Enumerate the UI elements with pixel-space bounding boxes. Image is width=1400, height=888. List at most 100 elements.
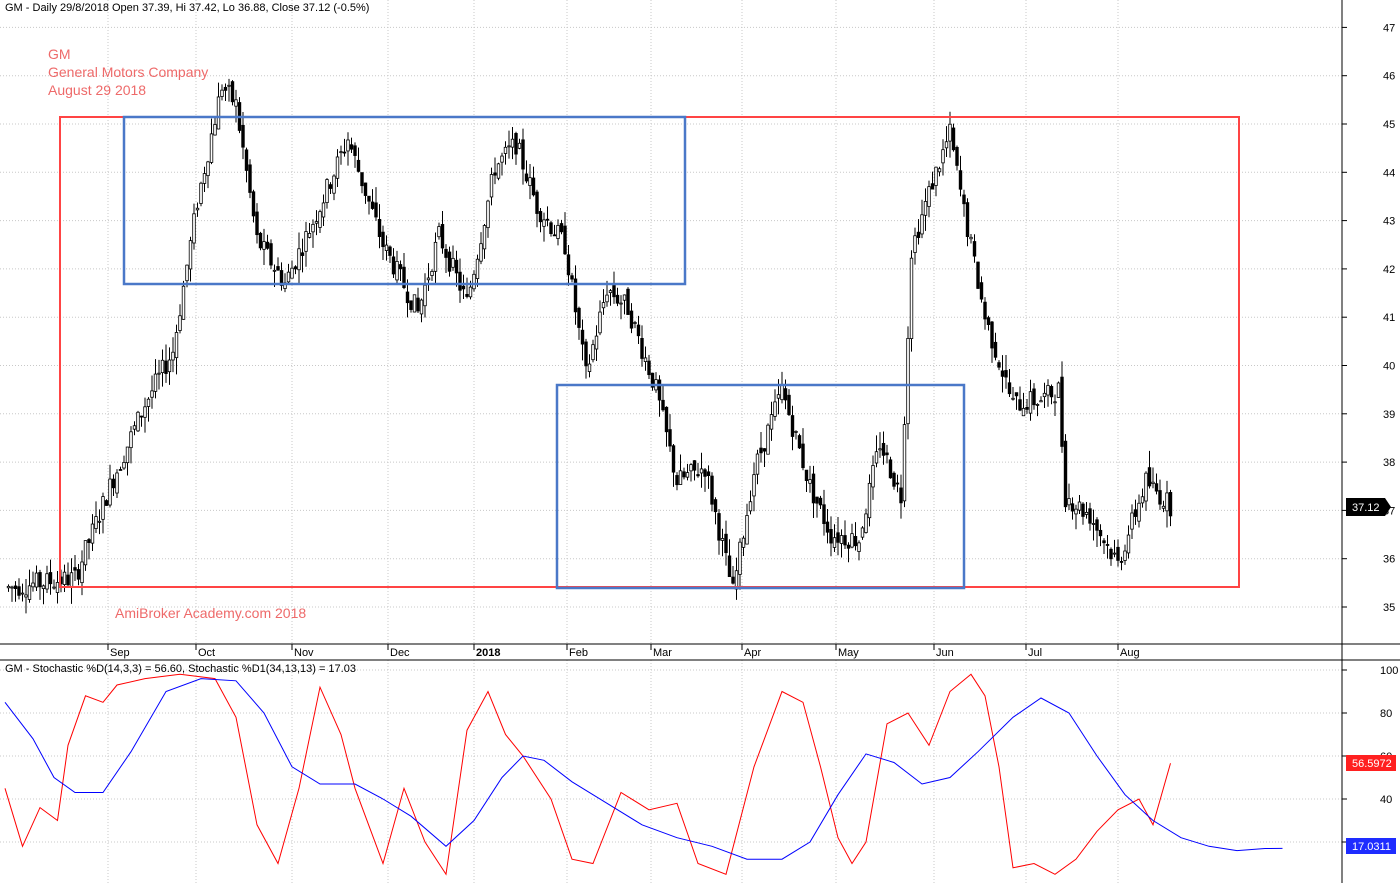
candle-body-up	[412, 294, 417, 313]
candle-body-up	[160, 359, 165, 374]
annotation-boxes	[59, 115, 1240, 590]
candle	[979, 276, 984, 303]
candle	[342, 138, 347, 157]
candle-body-down	[1000, 370, 1005, 377]
candle-body-up	[605, 294, 609, 303]
candle-body-up	[202, 173, 207, 184]
date-label: August 29 2018	[48, 82, 146, 98]
candle	[398, 260, 403, 282]
candle	[1091, 509, 1096, 541]
candle-body-up	[1112, 552, 1117, 555]
candle	[269, 239, 273, 270]
candle	[545, 206, 550, 227]
candle-body-up	[1046, 385, 1050, 396]
candle-body-down	[104, 500, 109, 506]
candle	[1046, 379, 1050, 407]
svg-text:GM - Stochastic %D(14,3,3) = 5: GM - Stochastic %D(14,3,3) = 56.60, Stoc…	[5, 663, 356, 675]
candle-body-up	[776, 394, 781, 399]
candle	[629, 303, 634, 334]
candle	[451, 245, 455, 271]
candle-body-up	[41, 585, 46, 589]
candle	[818, 495, 823, 510]
candle	[423, 273, 427, 318]
candle-body-up	[311, 223, 315, 233]
candle-body-down	[997, 362, 1001, 368]
candle	[475, 254, 480, 287]
candle-body-down	[381, 231, 385, 248]
stochastic-header: GM - Stochastic %D(14,3,3) = 56.60, Stoc…	[5, 663, 356, 675]
candle	[1021, 392, 1026, 417]
candle	[150, 375, 154, 409]
candle	[850, 523, 854, 549]
candle	[1098, 524, 1103, 547]
candle	[965, 198, 970, 247]
candle-body-up	[871, 465, 875, 488]
candle	[321, 194, 326, 226]
candle-body-down	[787, 394, 791, 415]
candle-body-down	[356, 159, 361, 172]
candle	[87, 538, 91, 560]
candle-body-down	[815, 496, 819, 504]
candle	[143, 397, 147, 433]
stoch-tick-label: 40	[1380, 794, 1392, 806]
candle	[944, 126, 949, 158]
candle	[797, 433, 802, 449]
candle-body-up	[52, 586, 56, 589]
candle-body-up	[517, 142, 522, 149]
candle-body-up	[150, 390, 154, 398]
candle-body-up	[220, 89, 224, 97]
candle-body-up	[1056, 382, 1061, 398]
candle	[633, 320, 637, 329]
candle-body-up	[591, 344, 595, 361]
candle-body-up	[902, 424, 907, 502]
candle	[125, 446, 130, 476]
month-label: Oct	[198, 647, 215, 659]
candle	[892, 471, 896, 490]
candle	[1077, 495, 1082, 514]
candle-body-up	[34, 572, 39, 588]
candle	[647, 354, 651, 379]
candle	[696, 462, 700, 478]
month-label: Mar	[653, 647, 672, 659]
candle-body-down	[986, 317, 991, 325]
month-label: 2018	[476, 647, 500, 659]
candle	[115, 469, 119, 499]
price-tick-label: 44	[1383, 167, 1395, 179]
candle	[976, 261, 980, 290]
candle-body-down	[416, 297, 420, 312]
candle-body-down	[300, 252, 305, 256]
candle	[1000, 355, 1005, 393]
month-label: Dec	[390, 647, 410, 659]
candle	[34, 565, 39, 591]
candle	[311, 219, 315, 248]
candle	[83, 540, 88, 571]
candle	[591, 339, 595, 363]
candle	[1168, 489, 1173, 527]
candle	[517, 138, 522, 150]
candle-body-down	[825, 521, 830, 533]
candle-body-up	[318, 211, 322, 228]
candle-body-up	[699, 468, 704, 474]
candle-body-down	[1109, 548, 1113, 560]
candle-body-down	[1133, 509, 1138, 517]
candle-body-down	[822, 504, 826, 525]
candle-body-up	[738, 541, 742, 575]
candle-body-down	[640, 337, 644, 359]
candle	[1018, 386, 1022, 412]
candle	[902, 416, 907, 508]
stochastic-panel: 20406080100 GM - Stochastic %D(14,3,3) =…	[0, 663, 1398, 876]
candle	[885, 444, 889, 464]
candle	[780, 371, 784, 404]
candle-body-down	[804, 469, 809, 481]
candle	[559, 219, 564, 235]
candle-body-down	[265, 241, 270, 249]
candle-body-up	[339, 151, 343, 154]
candles	[6, 78, 1173, 614]
candle-body-up	[20, 592, 25, 595]
candle-body-down	[1158, 490, 1162, 505]
candle-body-up	[1130, 512, 1134, 530]
candle-body-down	[706, 471, 711, 476]
candle-body-down	[353, 145, 357, 156]
candle-body-down	[570, 275, 574, 280]
candle-body-up	[1084, 512, 1089, 515]
